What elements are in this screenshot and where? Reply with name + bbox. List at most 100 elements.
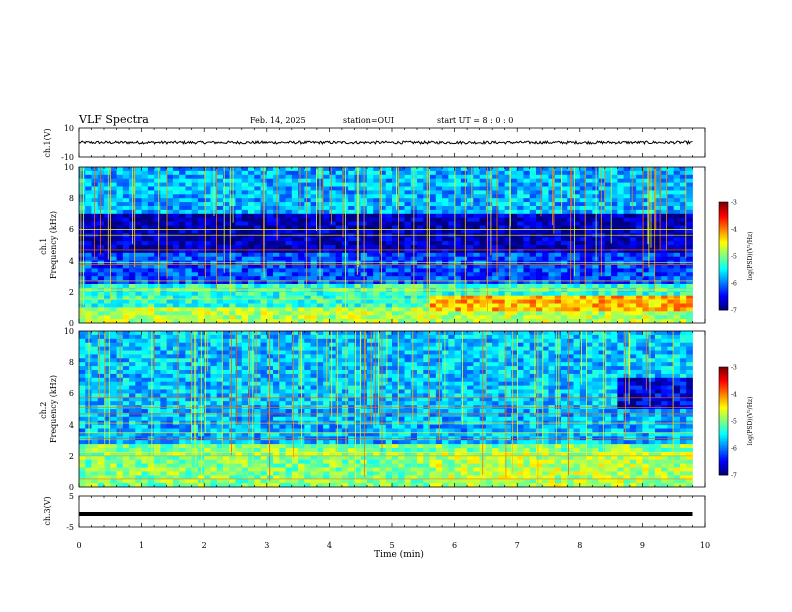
spectrogram-cell bbox=[417, 221, 424, 226]
spectrogram-cell bbox=[492, 299, 499, 304]
ch1-spectrogram-ytick: 10 bbox=[64, 163, 74, 172]
spectrogram-cell bbox=[535, 303, 543, 308]
spectrogram-cell bbox=[116, 471, 124, 476]
spectrogram-cell bbox=[442, 268, 449, 273]
spectrogram-cell bbox=[141, 260, 149, 265]
spectrogram-cell bbox=[517, 307, 524, 312]
spectrogram-cell bbox=[166, 252, 174, 258]
spectrogram-cell bbox=[504, 295, 512, 300]
spectrogram-cell bbox=[285, 299, 293, 304]
spectrogram-cell bbox=[154, 245, 161, 250]
spectrogram-cell bbox=[147, 268, 155, 273]
spectrogram-cell bbox=[266, 167, 274, 172]
spectrogram-cell bbox=[229, 311, 236, 316]
spectrogram-cell bbox=[335, 221, 343, 226]
spectrogram-cell bbox=[298, 217, 305, 222]
spectrogram-cell bbox=[579, 213, 587, 219]
spectrogram-cell bbox=[460, 311, 468, 316]
spectrogram-cell bbox=[122, 370, 130, 375]
spectrogram-cell bbox=[667, 217, 675, 222]
spectrogram-cell bbox=[498, 206, 506, 211]
spectrogram-cell bbox=[554, 276, 562, 281]
spectrogram-cell bbox=[385, 272, 393, 277]
spectrogram-cell bbox=[279, 209, 286, 215]
spectrogram-cell bbox=[122, 334, 130, 340]
spectrogram-cell bbox=[529, 190, 537, 195]
spectrogram-cell bbox=[548, 174, 556, 180]
spectrogram-cell bbox=[329, 245, 337, 250]
spectrogram-cell bbox=[166, 451, 174, 457]
spectrogram-cell bbox=[673, 272, 681, 277]
spectrogram-cell bbox=[298, 245, 305, 250]
spectrogram-cell bbox=[216, 471, 224, 476]
spectrogram-cell bbox=[354, 167, 362, 172]
spectrogram-cell bbox=[617, 280, 625, 285]
spectrogram-cell bbox=[135, 178, 142, 183]
spectrogram-cell bbox=[179, 167, 186, 172]
spectrogram-cell bbox=[210, 241, 218, 246]
spectrogram-cell bbox=[135, 471, 142, 476]
spectrogram-cell bbox=[216, 362, 224, 367]
spectrogram-cell bbox=[435, 170, 443, 176]
spectrogram-cell bbox=[104, 409, 111, 414]
spectrogram-cell bbox=[179, 182, 186, 187]
spectrogram-cell bbox=[129, 389, 136, 394]
spectrogram-cell bbox=[573, 229, 581, 234]
spectrogram-cell bbox=[573, 311, 581, 316]
spectrogram-cell bbox=[510, 202, 518, 207]
spectrogram-cell bbox=[604, 167, 612, 172]
spectrogram-cell bbox=[642, 272, 650, 277]
spectrogram-cell bbox=[479, 311, 487, 316]
spectrogram-cell bbox=[216, 229, 224, 234]
spectrogram-cell bbox=[667, 264, 675, 269]
spectrogram-cell bbox=[172, 362, 180, 367]
spectrogram-cell bbox=[254, 299, 261, 304]
spectrogram-cell bbox=[147, 334, 155, 340]
spectrogram-cell bbox=[442, 170, 449, 176]
spectrogram-cell bbox=[392, 252, 399, 258]
spectrogram-cell bbox=[567, 295, 574, 300]
spectrogram-cell bbox=[648, 252, 656, 258]
spectrogram-cell bbox=[354, 194, 362, 199]
spectrogram-cell bbox=[673, 268, 681, 273]
spectrogram-cell bbox=[141, 440, 149, 445]
spectrogram-cell bbox=[235, 194, 243, 199]
spectrogram-cell bbox=[648, 284, 656, 289]
spectrogram-cell bbox=[617, 221, 625, 226]
spectrogram-cell bbox=[661, 198, 668, 203]
spectrogram-cell bbox=[423, 272, 430, 277]
spectrogram-cell bbox=[129, 280, 136, 285]
spectrogram-cell bbox=[354, 315, 362, 320]
spectrogram-cell bbox=[448, 217, 455, 222]
spectrogram-cell bbox=[548, 206, 556, 211]
spectrogram-cell bbox=[561, 198, 568, 203]
spectrogram-cell bbox=[104, 373, 111, 379]
spectrogram-cell bbox=[166, 248, 174, 254]
spectrogram-cell bbox=[335, 268, 343, 273]
spectrogram-cell bbox=[122, 428, 130, 433]
spectrogram-cell bbox=[172, 338, 180, 344]
spectrogram-cell bbox=[398, 260, 405, 265]
spectrogram-cell bbox=[179, 311, 186, 316]
spectrogram-cell bbox=[97, 459, 105, 464]
spectrogram-cell bbox=[617, 178, 625, 183]
spectrogram-cell bbox=[492, 295, 499, 300]
spectrogram-cell bbox=[316, 284, 324, 289]
spectrogram-cell bbox=[266, 194, 274, 199]
spectrogram-cell bbox=[222, 448, 230, 453]
spectrogram-cell bbox=[667, 225, 675, 230]
spectrogram-cell bbox=[141, 186, 149, 191]
spectrogram-cell bbox=[385, 167, 393, 172]
spectrogram-cell bbox=[385, 190, 393, 195]
spectrogram-cell bbox=[135, 245, 142, 250]
spectrogram-cell bbox=[166, 350, 174, 355]
spectrogram-cell bbox=[648, 221, 656, 226]
spectrogram-cell bbox=[154, 455, 161, 461]
spectrogram-cell bbox=[504, 178, 512, 183]
spectrogram-cell bbox=[197, 248, 205, 254]
spectrogram-cell bbox=[135, 463, 142, 468]
spectrogram-cell bbox=[404, 225, 412, 230]
spectrogram-cell bbox=[467, 198, 474, 203]
spectrogram-cell bbox=[417, 252, 424, 258]
spectrogram-cell bbox=[122, 471, 130, 476]
